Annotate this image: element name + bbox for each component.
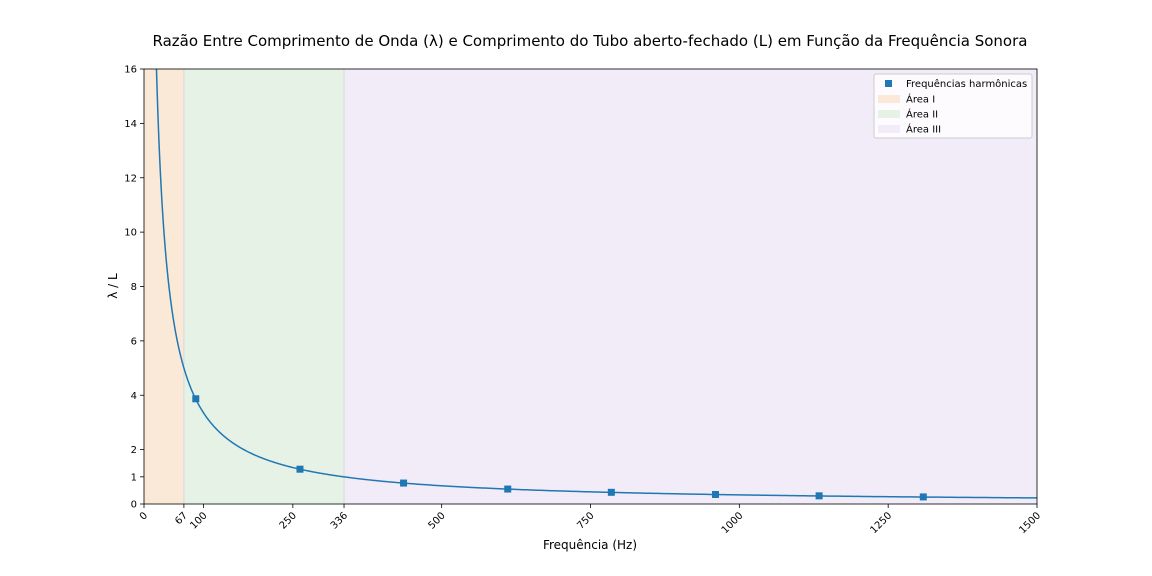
y-tick-label: 6 [131, 336, 137, 347]
harmonic-point [607, 488, 615, 496]
y-tick-label: 10 [124, 228, 137, 239]
y-tick-label: 4 [131, 391, 137, 402]
x-tick-label: 67 [173, 510, 190, 527]
x-tick-label: 0 [138, 510, 150, 522]
legend-label: Área II [906, 108, 938, 121]
harmonic-point [296, 465, 304, 473]
x-tick-label: 500 [427, 510, 448, 531]
area-2 [183, 69, 345, 504]
y-tick-label: 1 [131, 472, 137, 483]
legend-label: Área I [906, 93, 935, 106]
y-tick-label: 8 [131, 282, 137, 293]
legend: Frequências harmônicas Área I Área II Área … [873, 73, 1033, 139]
harmonic-point [815, 492, 823, 500]
shaded-areas [144, 69, 1038, 504]
chart-title: Razão Entre Comprimento de Onda (λ) e Co… [153, 32, 1028, 50]
x-tick-label: 1500 [1017, 510, 1043, 536]
y-tick-label: 16 [124, 65, 137, 76]
x-tick-label: 336 [329, 510, 350, 531]
legend-box [873, 73, 1033, 139]
y-tick-label: 0 [131, 500, 137, 511]
harmonic-point [504, 485, 512, 493]
x-tick-label: 1000 [720, 510, 746, 536]
legend-label: Frequências harmônicas [906, 78, 1027, 90]
x-tick-label: 1250 [869, 510, 895, 536]
y-tick-label: 14 [124, 119, 137, 130]
curve-layer [155, 69, 1037, 499]
legend-marker-square [885, 80, 892, 87]
harmonic-point [400, 479, 408, 487]
harmonic-points [192, 395, 927, 501]
ratio-curve [155, 69, 1037, 499]
harmonic-point [712, 490, 720, 498]
area-3 [344, 69, 1038, 504]
x-tick-label: 100 [188, 510, 209, 531]
y-tick-label: 12 [124, 173, 137, 184]
harmonic-point [192, 395, 200, 403]
legend-label: Área III [906, 123, 941, 136]
x-tick-label: 250 [278, 510, 299, 531]
y-tick-label: 2 [131, 445, 137, 456]
x-axis-label: Frequência (Hz) [543, 538, 637, 552]
legend-swatch [878, 110, 900, 118]
legend-swatch [878, 125, 900, 133]
x-tick-label: 750 [575, 510, 596, 531]
area-1 [144, 69, 184, 504]
legend-swatch [878, 95, 900, 103]
harmonic-point [919, 493, 927, 501]
y-axis-label: λ / L [106, 273, 120, 299]
